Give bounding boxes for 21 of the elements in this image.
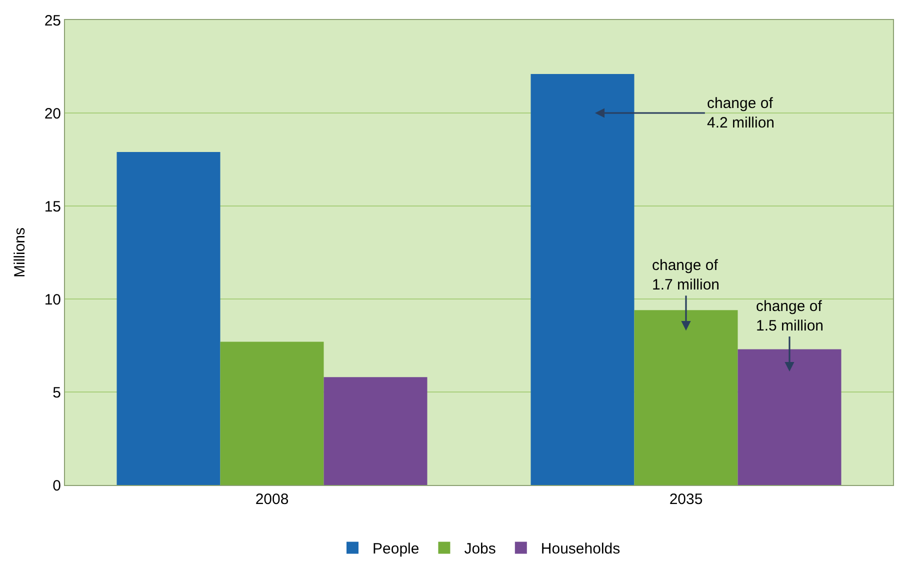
legend-label: People [372, 540, 420, 558]
annotation: change of 1.7 million [652, 257, 720, 294]
bar [634, 310, 738, 485]
legend-label: Jobs [464, 540, 496, 558]
bar [738, 349, 842, 485]
bar [116, 152, 220, 485]
annotation: change of 4.2 million [707, 95, 775, 132]
x-tick-label: 2008 [255, 491, 289, 508]
legend-label: Households [540, 540, 620, 558]
y-tick-label: 15 [44, 198, 61, 216]
bar [324, 377, 428, 485]
annotation: change of 1.5 million [756, 298, 824, 334]
y-tick-label: 10 [44, 291, 61, 308]
y-tick-label: 5 [52, 384, 61, 402]
y-axis-title: Millions [12, 227, 29, 278]
y-tick-label: 0 [52, 477, 61, 494]
bar [220, 342, 324, 485]
x-tick-label: 2035 [669, 491, 703, 508]
y-tick-label: 20 [44, 105, 61, 122]
bar [530, 74, 634, 485]
y-tick-label: 25 [44, 12, 61, 30]
